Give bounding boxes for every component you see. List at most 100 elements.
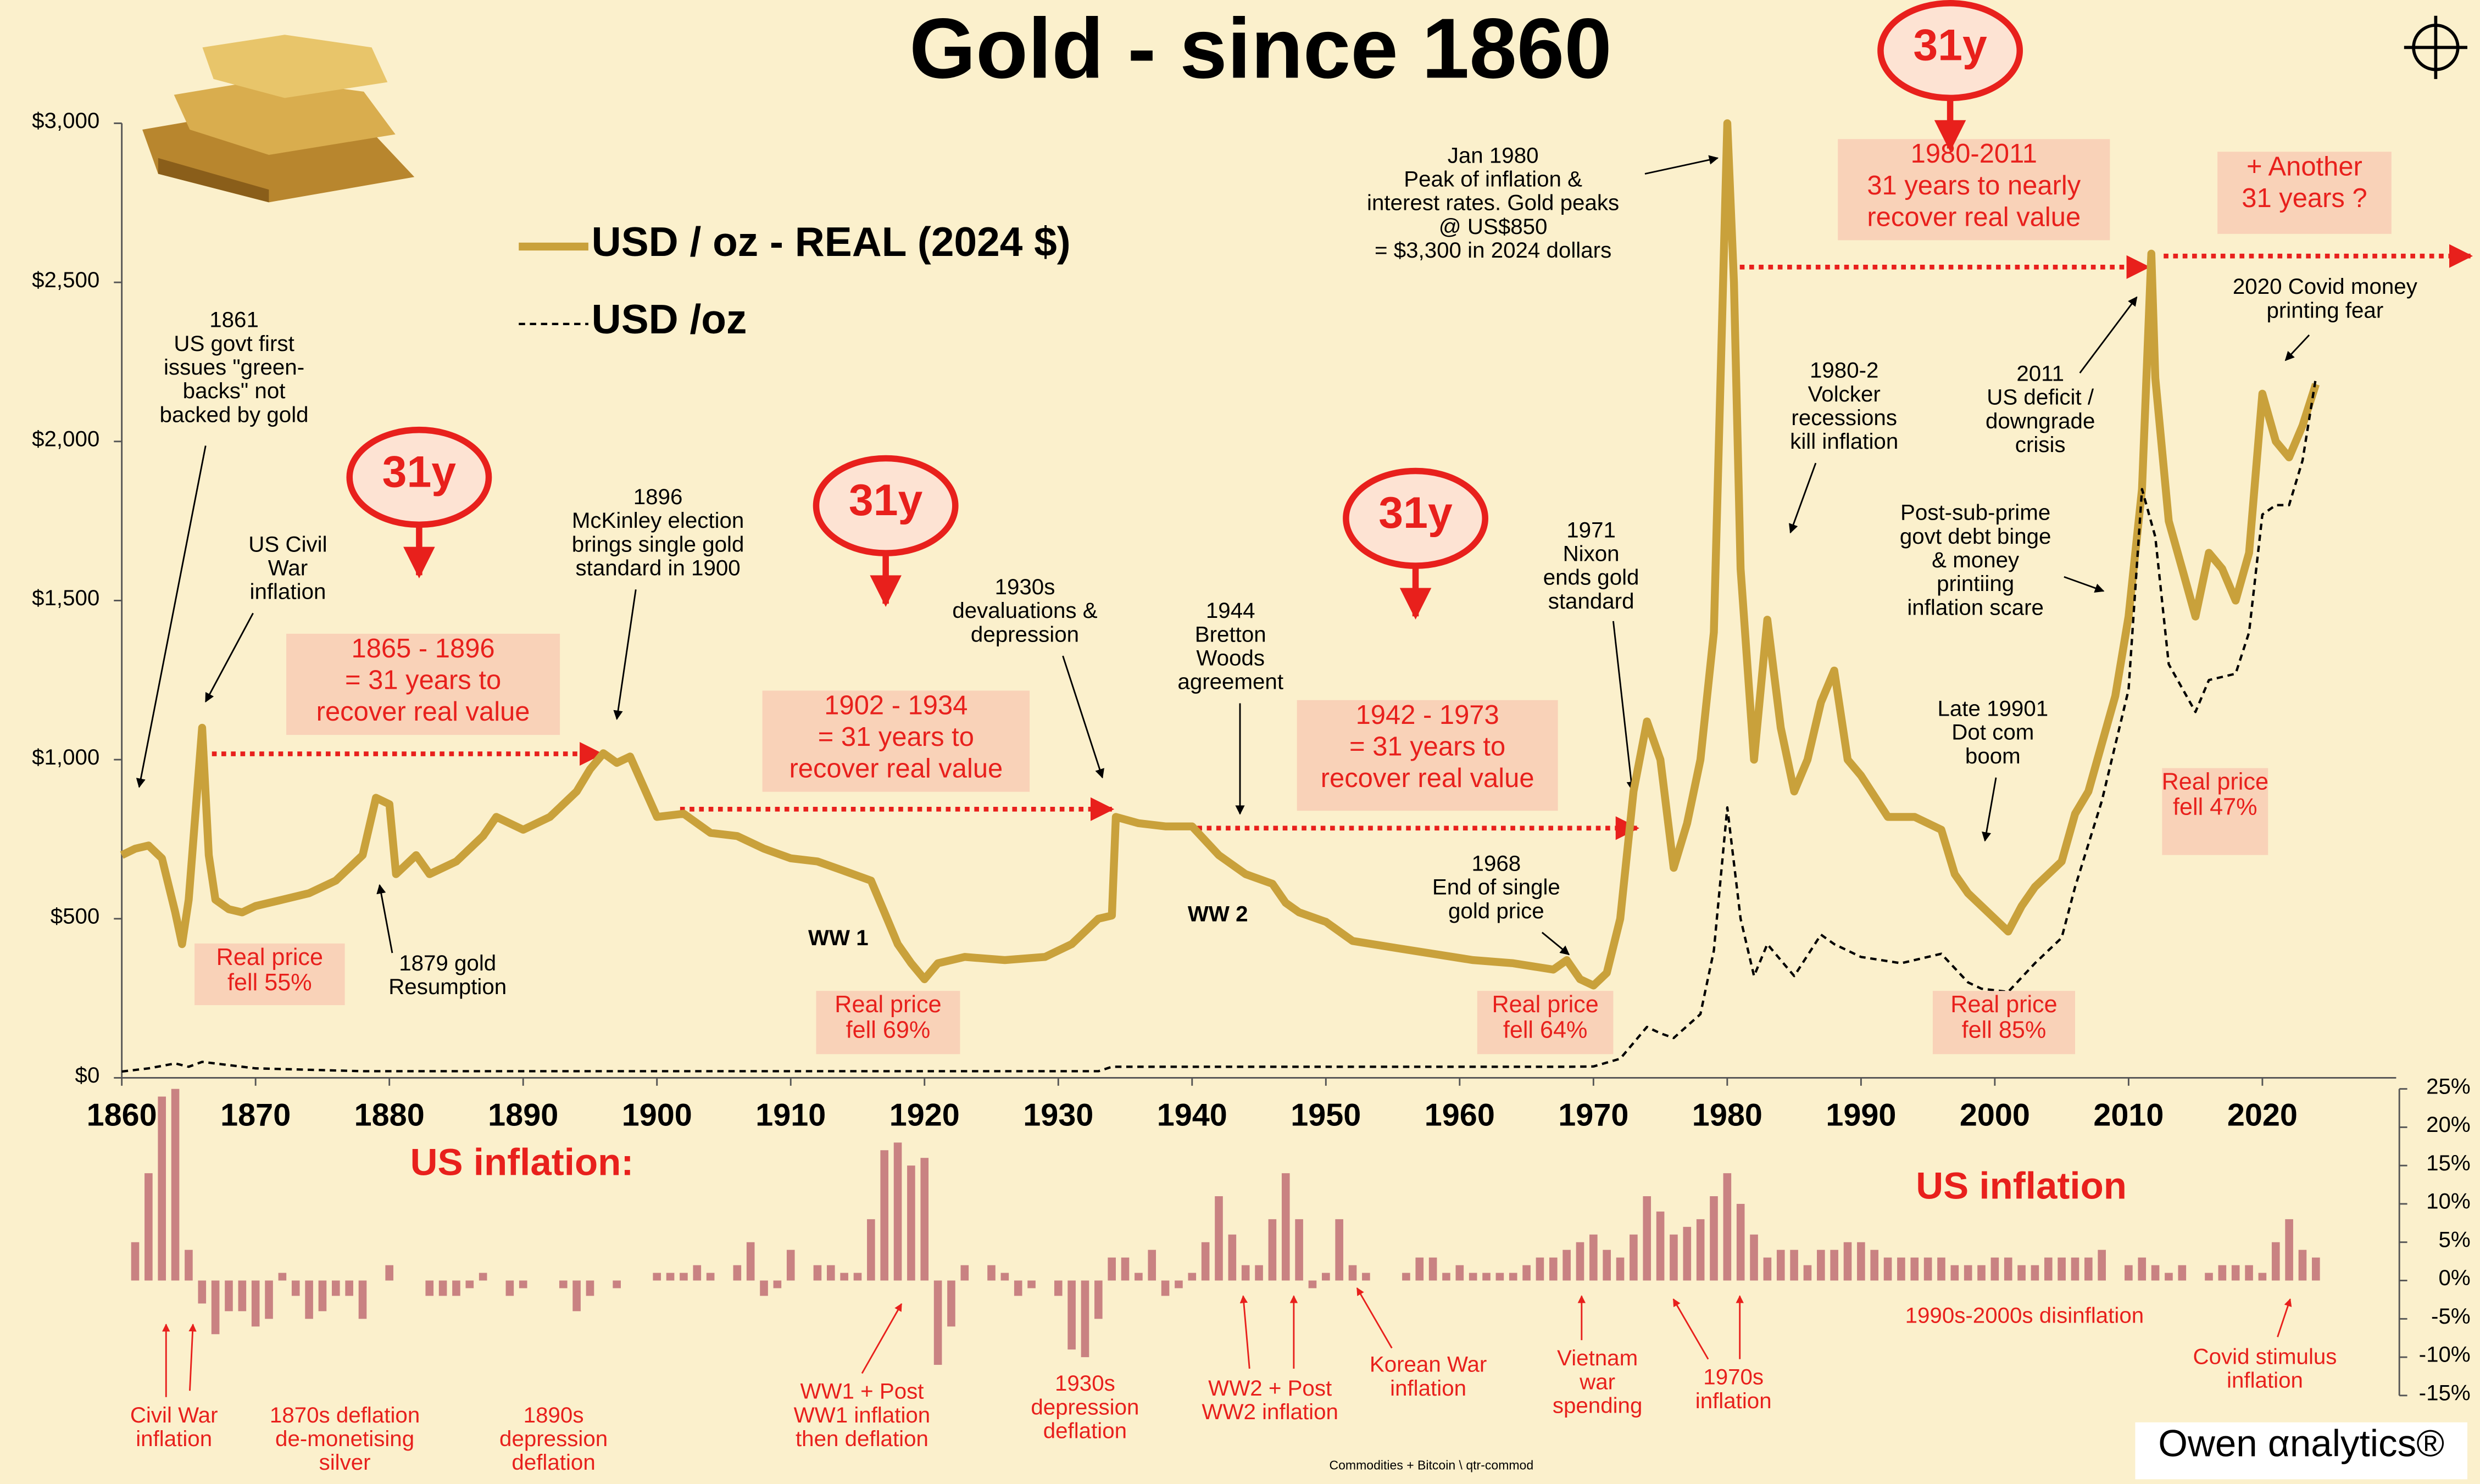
inflation-bar [1428,1257,1437,1281]
annotation-text: WW1 inflation [794,1403,931,1427]
panel-subtitle: US inflation [1916,1164,2127,1207]
annotation-arrow [188,1323,197,1391]
annotation-text: deflation [1043,1419,1127,1443]
inflation-bar [1175,1280,1183,1288]
inflation-bar [1803,1265,1812,1281]
inflation-bar [291,1280,300,1296]
annotation-text: printing fear [2266,298,2383,322]
x-tick-label: 1870 [220,1097,291,1132]
annotation-arrow [1239,1295,1250,1369]
inflation-bar [1830,1249,1838,1281]
annotation-text: 31 years ? [2242,183,2367,213]
y-tick-label: $1,000 [32,745,99,769]
inflation-bar [345,1280,353,1296]
callout-box [816,991,960,1055]
inflation-bar [1415,1257,1424,1281]
annotation-text: downgrade [1986,409,2095,433]
legend-label: USD /oz [592,296,747,342]
inflation-bar [1696,1219,1705,1281]
annotation-text: Civil War [130,1403,218,1427]
inflation-bar [706,1273,715,1281]
annotation-text: 1902 - 1934 [824,691,967,721]
y2-tick-label: -15% [2419,1381,2471,1405]
annotation-text: @ US$850 [1439,214,1548,239]
inflation-bar [305,1280,313,1319]
annotation-text: + Another [2247,152,2362,181]
badge-label: 31y [1378,488,1453,538]
inflation-bar [853,1273,862,1281]
inflation-bar [1750,1234,1758,1281]
inflation-bar [2084,1257,2093,1281]
annotation-text: 1896 [633,484,683,509]
inflation-bar [1000,1273,1009,1281]
inflation-bar [2044,1257,2053,1281]
annotation-text: 1865 - 1896 [352,634,495,663]
inflation-bar [1910,1257,1919,1281]
annotation-text: WW2 inflation [1202,1399,1338,1424]
annotation-text: ends gold [1543,565,1639,590]
inflation-bar [1027,1280,1036,1288]
annotation-text: fell 64% [1503,1017,1588,1043]
inflation-bar [1094,1280,1103,1319]
inflation-bar [1469,1273,1477,1281]
annotation-text: = 31 years to [1349,732,1505,761]
inflation-bar [680,1273,688,1281]
inflation-bar [1335,1219,1343,1281]
inflation-bar [2178,1265,2187,1281]
inflation-bar [1670,1234,1678,1281]
annotation-text: & money [1932,548,2020,572]
annotation-text: Vietnam [1557,1346,1638,1370]
inflation-bar [653,1273,661,1281]
inflation-bar [1549,1257,1558,1281]
x-tick-label: 1860 [87,1097,157,1132]
callout-box [1932,991,2076,1055]
inflation-bar [693,1265,702,1281]
annotation-text: Late 19901 [1937,696,2048,721]
callout-box [1477,991,1614,1055]
inflation-bar [1776,1249,1785,1281]
x-tick-label: 1990 [1826,1097,1896,1132]
annotation-text: = $3,300 in 2024 dollars [1375,238,1611,263]
annotation-text: inflation [2227,1368,2303,1392]
callout-box [762,690,1030,792]
annotation-arrow [1672,1298,1709,1360]
inflation-bar [318,1280,327,1312]
annotation-text: 1980-2 [1810,358,1878,383]
annotation-text: inflation [1695,1388,1772,1413]
inflation-bar [238,1280,247,1312]
inflation-bar [171,1089,180,1281]
inflation-bar [1402,1273,1410,1281]
y2-tick-label: -10% [2419,1342,2471,1367]
inflation-bar [2165,1273,2173,1281]
annotation-text: = 31 years to [345,665,501,695]
inflation-bar [358,1280,367,1319]
crosshair-icon [2404,15,2467,79]
inflation-bar [2058,1257,2066,1281]
inflation-bar [867,1219,875,1281]
annotation-text: Real price [216,944,323,970]
inflation-bar [1736,1203,1745,1281]
annotation-text: Real price [835,991,941,1018]
y-tick-label: $2,000 [32,426,99,451]
annotation-text: 1980-2011 [1911,139,2037,169]
inflation-bar [2231,1265,2240,1281]
inflation-bar [1509,1273,1517,1281]
inflation-bar [1522,1265,1531,1281]
inflation-bar [265,1280,273,1319]
annotation-text: Resumption [388,974,507,999]
inflation-bar [987,1265,996,1281]
inflation-bar [1495,1273,1504,1281]
y2-tick-label: 0% [2438,1265,2470,1290]
annotation-text: 1942 - 1973 [1356,700,1499,730]
y2-tick-label: 25% [2426,1074,2471,1098]
inflation-bar [2218,1265,2227,1281]
annotation-arrow [2277,1298,2292,1337]
annotation-text: Dot com [1951,720,2034,745]
annotation-text: kill inflation [1790,429,1898,454]
inflation-bar [1723,1173,1732,1281]
inflation-bar [1950,1265,1959,1281]
annotation-text: Jan 1980 [1448,143,1539,168]
y-tick-label: $0 [75,1063,100,1087]
inflation-bar [2258,1273,2267,1281]
